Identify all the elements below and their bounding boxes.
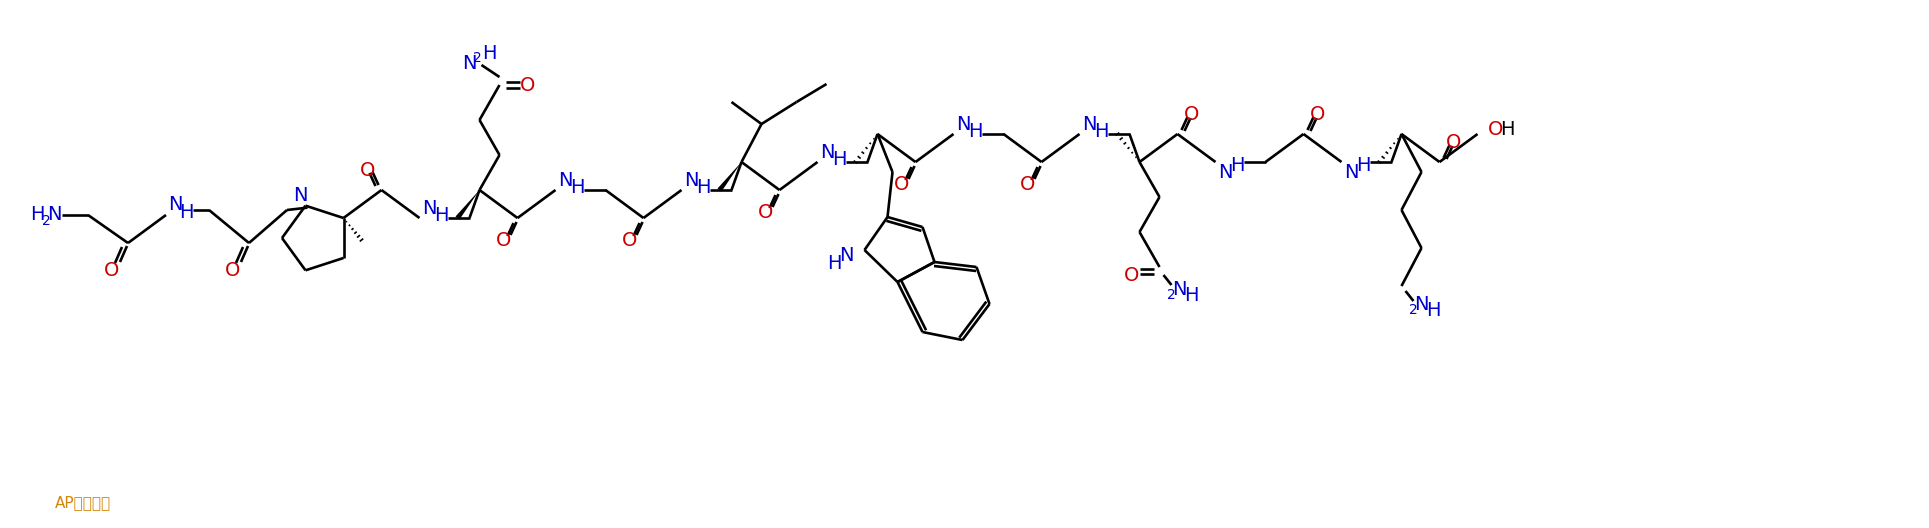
Text: N: N: [422, 199, 436, 218]
Text: N: N: [293, 186, 309, 205]
Text: O: O: [104, 260, 120, 279]
Text: O: O: [621, 231, 637, 250]
Text: N: N: [46, 205, 62, 224]
Text: N: N: [1173, 279, 1186, 298]
Text: O: O: [1447, 133, 1460, 152]
Text: H: H: [1356, 156, 1372, 175]
Text: N: N: [1345, 163, 1358, 182]
Text: N: N: [557, 171, 573, 190]
Text: H: H: [179, 203, 193, 222]
Text: N: N: [839, 246, 855, 265]
Text: H: H: [571, 177, 584, 196]
Text: H: H: [1184, 286, 1198, 305]
Text: N: N: [957, 115, 970, 134]
Polygon shape: [718, 162, 741, 192]
Text: O: O: [361, 161, 376, 180]
Text: H: H: [29, 205, 44, 224]
Text: H: H: [968, 121, 982, 140]
Text: H: H: [696, 177, 710, 196]
Text: 2: 2: [1167, 288, 1177, 302]
Text: H: H: [1501, 119, 1514, 138]
Text: O: O: [496, 231, 511, 250]
Text: H: H: [482, 43, 498, 62]
Text: N: N: [463, 53, 476, 72]
Text: H: H: [831, 149, 847, 168]
Text: N: N: [168, 195, 181, 214]
Text: H: H: [434, 205, 449, 224]
Text: N: N: [1414, 295, 1429, 314]
Text: H: H: [1426, 300, 1441, 319]
Polygon shape: [455, 190, 480, 220]
Text: O: O: [226, 260, 241, 279]
Text: O: O: [1020, 175, 1036, 194]
Text: O: O: [1125, 266, 1140, 285]
Text: N: N: [1082, 115, 1098, 134]
Text: O: O: [1184, 105, 1200, 124]
Text: AP专肽生物: AP专肽生物: [56, 495, 112, 511]
Text: 2: 2: [42, 214, 50, 228]
Text: O: O: [1487, 119, 1503, 138]
Text: 2: 2: [473, 51, 482, 65]
Text: O: O: [519, 76, 534, 95]
Text: O: O: [1310, 105, 1325, 124]
Text: O: O: [893, 175, 909, 194]
Text: O: O: [758, 203, 774, 222]
Text: N: N: [820, 143, 835, 162]
Text: N: N: [1219, 163, 1233, 182]
Text: H: H: [1094, 121, 1109, 140]
Text: H: H: [1231, 156, 1244, 175]
Text: 2: 2: [1408, 303, 1418, 317]
Text: N: N: [685, 171, 698, 190]
Text: H: H: [828, 253, 841, 272]
